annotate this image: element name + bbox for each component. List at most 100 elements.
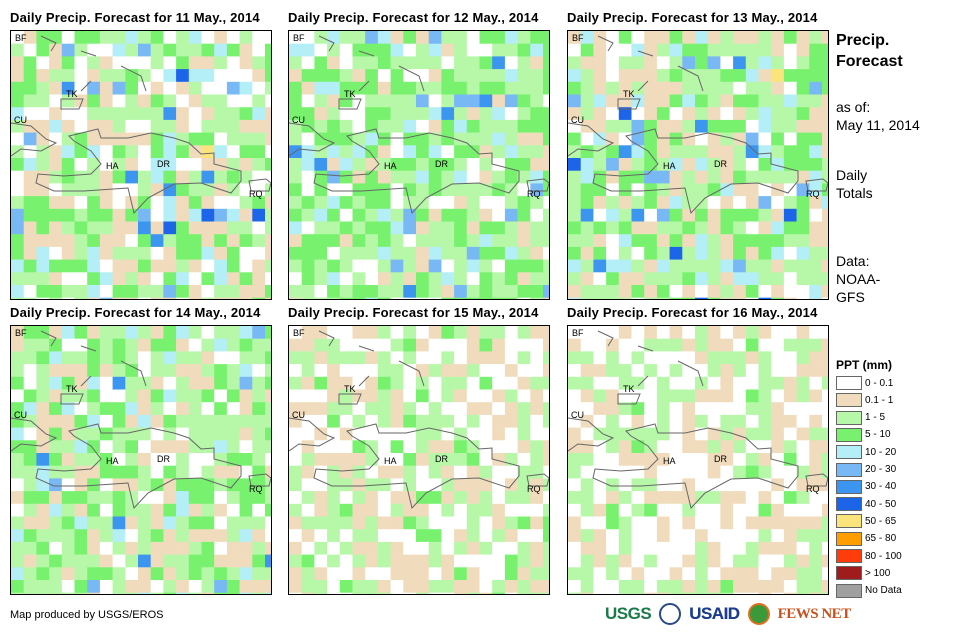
precip-cell xyxy=(11,529,24,543)
precip-cell xyxy=(265,56,271,70)
precip-cell xyxy=(150,234,164,248)
precip-cell xyxy=(301,402,315,416)
panel-title: Daily Precip. Forecast for 16 May., 2014 xyxy=(567,305,818,320)
precip-cell xyxy=(201,56,215,70)
precip-cell xyxy=(758,326,772,339)
precip-cell xyxy=(822,592,828,594)
precip-cell xyxy=(201,402,215,416)
precip-cell xyxy=(150,414,164,428)
precip-cell xyxy=(809,541,823,555)
precip-cell xyxy=(365,81,379,95)
precip-cell xyxy=(252,43,266,57)
precip-cell xyxy=(188,145,202,159)
precip-cell xyxy=(593,453,607,466)
precip-cell xyxy=(745,31,759,44)
precip-cell xyxy=(492,516,506,530)
precip-cell xyxy=(188,529,202,543)
precip-cell xyxy=(74,94,88,108)
precip-cell xyxy=(377,554,391,568)
precip-cell xyxy=(327,81,341,95)
precip-cell xyxy=(517,351,531,365)
precip-cell xyxy=(669,119,683,133)
precip-cell xyxy=(466,297,480,299)
precip-cell xyxy=(23,145,37,159)
precip-cell xyxy=(416,234,429,248)
precip-cell xyxy=(656,567,670,581)
precip-cell xyxy=(745,389,759,403)
precip-cell xyxy=(61,145,75,159)
precip-cell xyxy=(365,529,379,543)
precip-cell xyxy=(390,183,404,197)
precip-cell xyxy=(49,364,63,378)
precip-cell xyxy=(214,158,228,171)
precip-cell xyxy=(606,234,620,248)
precip-cell xyxy=(265,402,271,416)
precip-cell xyxy=(314,326,328,339)
precip-cell xyxy=(479,414,493,428)
precip-cell xyxy=(707,183,721,197)
precip-cell xyxy=(796,541,810,555)
precip-cell xyxy=(669,43,683,57)
precip-cell xyxy=(568,259,581,273)
precip-cell xyxy=(201,503,215,517)
precip-cell xyxy=(352,119,366,133)
precip-cell xyxy=(176,326,190,339)
precip-cell xyxy=(327,351,341,365)
precip-cell xyxy=(695,81,708,95)
precip-cell xyxy=(314,272,328,286)
precip-cell xyxy=(606,246,620,260)
precip-cell xyxy=(720,402,734,416)
precip-cell xyxy=(733,326,747,339)
precip-cell xyxy=(441,196,455,210)
precip-cell xyxy=(301,364,315,378)
precip-cell xyxy=(416,592,429,594)
precip-cell xyxy=(568,580,581,593)
precip-cell xyxy=(543,69,549,83)
precip-cell xyxy=(150,580,164,593)
precip-cell xyxy=(416,272,429,286)
precip-cell xyxy=(568,107,581,121)
precip-cell xyxy=(745,246,759,260)
precip-cell xyxy=(822,145,828,159)
precip-cell xyxy=(226,94,240,108)
precip-cell xyxy=(352,440,366,454)
precip-cell xyxy=(428,56,442,70)
precip-cell xyxy=(707,338,721,352)
precip-cell xyxy=(99,259,113,273)
precip-cell xyxy=(504,440,518,454)
precip-cell xyxy=(239,234,253,248)
forecast-map-panel: BF TK CU HA DR RQ xyxy=(288,30,550,300)
precip-cell xyxy=(314,81,328,95)
legend-item: 1 - 5 xyxy=(836,410,885,425)
precip-cell xyxy=(188,541,202,555)
precip-cell xyxy=(36,132,50,146)
precip-cell xyxy=(327,69,341,83)
precip-cell xyxy=(809,221,823,235)
precip-cell xyxy=(771,259,785,273)
precip-cell xyxy=(314,351,328,365)
precip-cell xyxy=(176,272,190,286)
legend-item: 0.1 - 1 xyxy=(836,393,893,408)
precip-cell xyxy=(606,491,620,505)
precip-cell xyxy=(201,516,215,530)
precip-cell xyxy=(492,389,506,403)
map-label-cu: CU xyxy=(571,410,584,420)
precip-cell xyxy=(327,297,341,299)
precip-cell xyxy=(530,31,544,44)
precip-cell xyxy=(695,364,708,378)
precip-cell xyxy=(618,31,632,44)
precip-cell xyxy=(707,541,721,555)
precip-cell xyxy=(74,234,88,248)
precip-cell xyxy=(504,285,518,298)
precip-cell xyxy=(428,69,442,83)
precip-cell xyxy=(327,580,341,593)
precip-cell xyxy=(390,338,404,352)
precip-cell xyxy=(23,402,37,416)
precip-cell xyxy=(454,554,468,568)
precip-cell xyxy=(543,351,549,365)
precip-cell xyxy=(36,94,50,108)
precip-cell xyxy=(428,478,442,492)
precip-cell xyxy=(390,69,404,83)
precip-cell xyxy=(74,285,88,298)
precip-cell xyxy=(87,402,101,416)
